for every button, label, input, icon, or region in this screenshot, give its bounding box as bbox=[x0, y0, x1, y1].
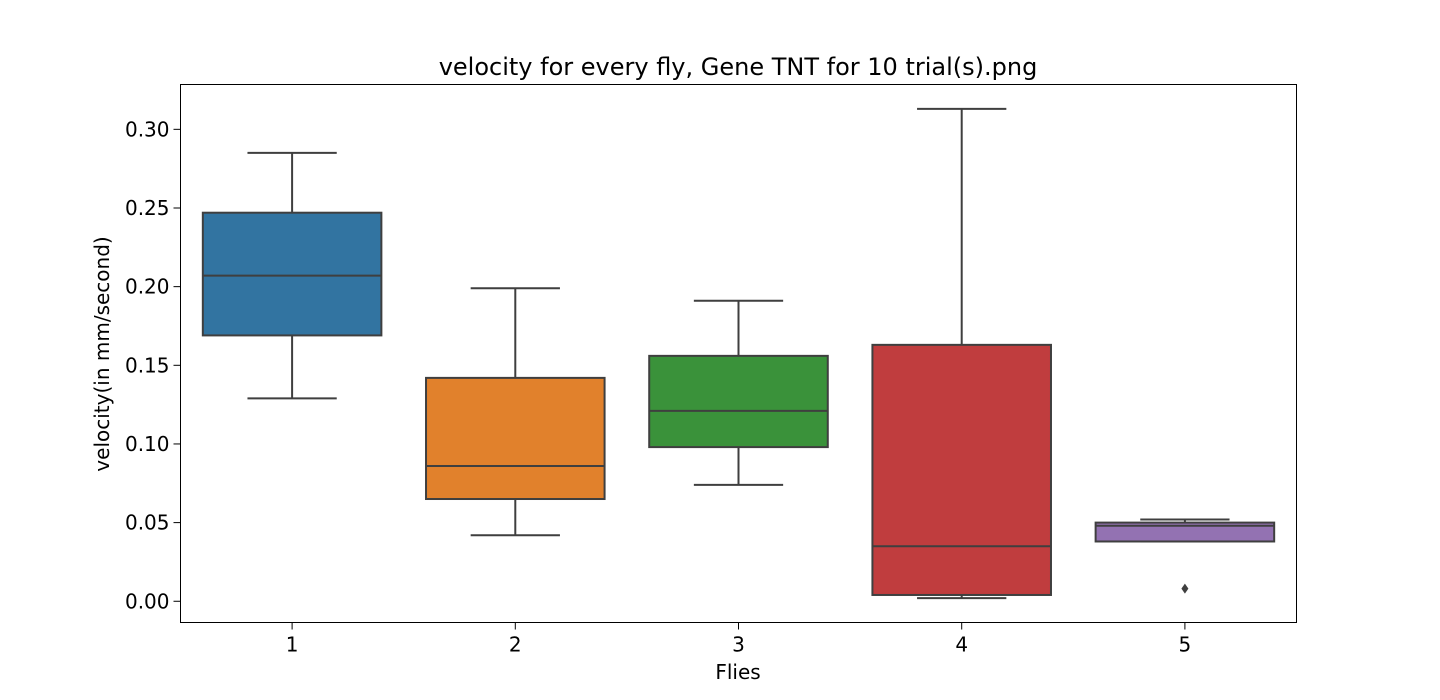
iqr-box bbox=[871, 343, 1052, 596]
y-tick-label: 0.15 bbox=[125, 353, 170, 377]
box-fly-3 bbox=[648, 299, 829, 486]
x-axis-label: Flies bbox=[715, 660, 760, 684]
y-axis-label: velocity(in mm/second) bbox=[90, 236, 114, 471]
box-fly-5 bbox=[1094, 518, 1276, 594]
iqr-box bbox=[201, 211, 383, 337]
y-tick-label: 0.05 bbox=[125, 511, 170, 535]
y-tick-label: 0.00 bbox=[125, 589, 170, 613]
y-tick-label: 0.25 bbox=[125, 196, 170, 220]
box-fly-2 bbox=[425, 287, 606, 537]
iqr-box bbox=[425, 376, 606, 501]
outlier-point bbox=[1181, 583, 1189, 594]
iqr-box bbox=[1094, 521, 1276, 543]
plot-area bbox=[201, 107, 1276, 600]
y-tick-label: 0.20 bbox=[125, 275, 170, 299]
y-tick-label: 0.30 bbox=[125, 117, 170, 141]
iqr-box bbox=[648, 354, 829, 449]
x-tick-label: 1 bbox=[286, 633, 299, 657]
chart-title: velocity for every fly, Gene TNT for 10 … bbox=[439, 53, 1038, 81]
x-tick-label: 2 bbox=[509, 633, 522, 657]
x-tick-label: 3 bbox=[732, 633, 745, 657]
y-tick-label: 0.10 bbox=[125, 432, 170, 456]
box-fly-1 bbox=[201, 151, 383, 400]
x-tick-label: 5 bbox=[1179, 633, 1192, 657]
x-tick-label: 4 bbox=[955, 633, 968, 657]
box-fly-4 bbox=[871, 107, 1052, 600]
